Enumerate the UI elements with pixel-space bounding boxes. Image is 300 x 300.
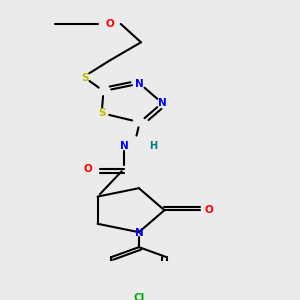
Text: Cl: Cl (133, 292, 145, 300)
Text: S: S (98, 108, 105, 118)
Text: H: H (149, 141, 157, 151)
Text: N: N (134, 228, 143, 238)
Text: O: O (105, 19, 114, 29)
Text: N: N (120, 141, 128, 151)
Text: S: S (81, 73, 88, 82)
Text: O: O (84, 164, 92, 174)
Text: O: O (204, 205, 213, 215)
Text: N: N (135, 79, 144, 88)
Text: N: N (158, 98, 167, 108)
